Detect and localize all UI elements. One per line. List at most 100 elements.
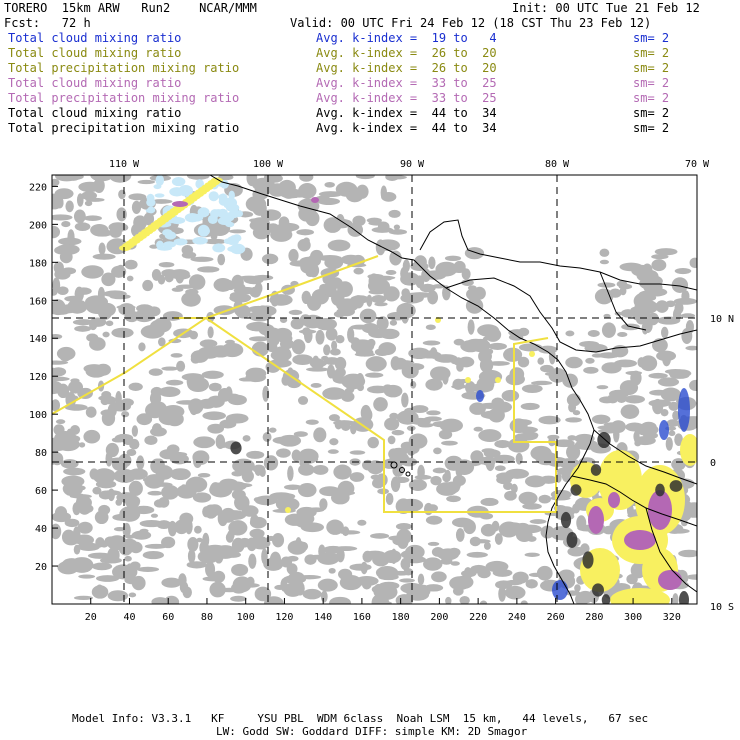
cloud-cell: [112, 175, 122, 181]
cloud-cell: [521, 384, 543, 393]
cloud-cell: [620, 404, 640, 419]
cloud-cell: [113, 469, 137, 483]
cloud-cell: [225, 413, 249, 424]
cloud-cell: [199, 339, 218, 348]
cloud-cell-low: [146, 198, 156, 207]
cloud-cell: [66, 175, 84, 180]
cloud-cell: [417, 573, 425, 586]
cloud-cell: [60, 459, 79, 469]
cloud-cell: [666, 419, 680, 427]
nested-domain-outline: [205, 317, 557, 513]
legend-kindex: Avg. k-index = 26 to 20: [316, 61, 497, 75]
cloud-cell: [574, 584, 581, 592]
cloud-cell: [272, 508, 297, 513]
cloud-cell: [440, 557, 453, 565]
cloud-cell: [401, 392, 409, 408]
cloud-cell: [266, 535, 276, 542]
cloud-cell-low: [171, 177, 186, 187]
cloud-cell: [367, 273, 384, 280]
cloud-cell-deep: [659, 420, 669, 440]
y-tick-label: 180: [29, 258, 47, 269]
cloud-cell: [109, 227, 122, 238]
border-colombia-ecuador: [593, 429, 697, 485]
cloud-cell-low: [225, 212, 235, 220]
cloud-cell: [672, 593, 679, 604]
cloud-cell: [478, 429, 502, 442]
cloud-cell: [613, 426, 620, 443]
cloud-cell: [81, 191, 98, 201]
cloud-cell-low: [154, 193, 165, 198]
cloud-cell: [349, 450, 366, 455]
convective-cell: [570, 484, 582, 496]
cloud-cell: [365, 372, 384, 378]
cloud-cell: [133, 505, 155, 515]
cloud-cell: [336, 307, 355, 317]
cloud-cell: [524, 475, 547, 488]
cloud-cell: [92, 253, 116, 260]
cloud-cell: [52, 437, 70, 452]
precip-cell-heavy: [588, 506, 604, 534]
cloud-cell: [408, 479, 427, 491]
cloud-cell: [594, 288, 614, 305]
cloud-cell: [53, 424, 65, 436]
cloud-cell: [249, 516, 267, 529]
cloud-cell-low: [232, 234, 242, 242]
cloud-cell: [107, 590, 129, 602]
cloud-cell: [54, 188, 74, 200]
legend-sm: sm= 2: [633, 121, 670, 135]
cloud-cell: [528, 572, 545, 577]
cloud-cell: [626, 573, 638, 585]
cloud-cell: [242, 435, 251, 442]
cloud-cell: [305, 269, 315, 277]
cloud-cell: [607, 394, 619, 404]
legend-field: Total cloud mixing ratio: [8, 31, 182, 45]
cloud-cell: [325, 327, 338, 341]
cloud-cell: [84, 200, 93, 207]
cloud-cell: [204, 504, 218, 519]
x-tick-label: 200: [430, 612, 448, 623]
cloud-cell: [491, 520, 500, 532]
cloud-cell: [565, 417, 582, 423]
cloud-cell: [83, 364, 105, 374]
cloud-cell: [367, 436, 379, 449]
cloud-cell: [83, 429, 101, 444]
cloud-cell: [111, 265, 127, 278]
cloud-cell: [67, 229, 75, 245]
cloud-cell: [329, 438, 339, 446]
precip-cell: [529, 351, 535, 357]
cloud-cell: [302, 588, 322, 600]
cloud-cell: [328, 218, 353, 229]
cloud-cell: [253, 497, 261, 502]
x-tick-label: 80: [201, 612, 213, 623]
cloud-cell: [445, 481, 461, 494]
cloud-cell: [52, 225, 61, 239]
legend-field: Total precipitation mixing ratio: [8, 91, 240, 105]
cloud-cell: [131, 575, 146, 591]
cloud-cell: [527, 535, 537, 542]
cloud-cell: [249, 528, 265, 539]
cloud-cell: [144, 543, 168, 549]
cloud-cell: [668, 430, 676, 437]
legend-sm: sm= 2: [633, 76, 670, 90]
cloud-cell: [115, 499, 123, 506]
cloud-cell: [161, 269, 178, 277]
border-peru-brazil: [645, 507, 697, 593]
cloud-cell: [52, 214, 73, 221]
cloud-cell: [467, 319, 475, 335]
x-tick-label: 240: [508, 612, 526, 623]
cloud-cell: [72, 319, 95, 326]
latitude-label: 0: [710, 458, 716, 469]
cloud-cell: [306, 367, 329, 372]
cloud-cell: [195, 382, 203, 388]
cloud-cell: [228, 229, 246, 234]
cloud-cell: [296, 229, 314, 236]
cloud-cell: [473, 426, 483, 432]
cloud-cell: [374, 302, 388, 307]
cloud-cell: [312, 359, 327, 367]
x-tick-label: 20: [85, 612, 97, 623]
cloud-cell: [298, 206, 315, 222]
cloud-cell: [86, 333, 99, 342]
cloud-cell: [366, 385, 389, 394]
cloud-cell: [500, 522, 525, 533]
cloud-cell: [496, 472, 515, 481]
